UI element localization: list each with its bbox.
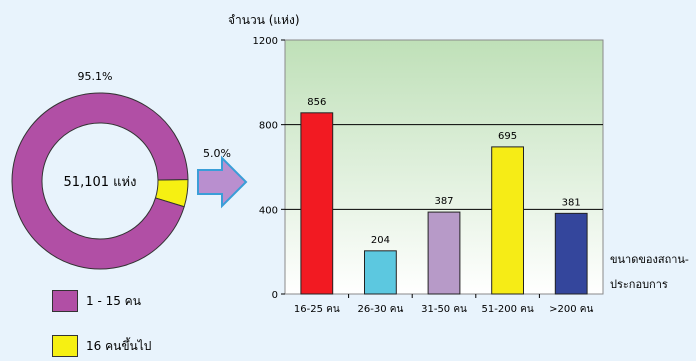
donut-slice-label-small: 5.0%: [203, 147, 231, 160]
bar: [491, 146, 525, 295]
x-tick-label: >200 คน: [549, 304, 593, 315]
legend-label-16-plus: 16 คนขึ้นไป: [86, 338, 152, 353]
legend-item-16-plus: 16 คนขึ้นไป: [52, 335, 151, 357]
y-axis-title: จำนวน (แห่ง): [228, 13, 300, 27]
x-tick-label: 31-50 คน: [421, 304, 467, 315]
legend-label-1-15: 1 - 15 คน: [86, 293, 141, 308]
y-tick-label: 1200: [253, 36, 278, 47]
bar-data-label: 381: [562, 197, 581, 208]
donut-chart: 95.1% 5.0% 51,101 แห่ง: [11, 70, 231, 270]
bars: 856 204 387 695 381: [300, 97, 588, 295]
bar: [427, 211, 461, 295]
x-tick-label: 51-200 คน: [482, 304, 534, 315]
legend-swatch-purple: [52, 290, 78, 312]
bar: [554, 212, 588, 295]
bar-data-label: 204: [371, 235, 390, 246]
donut-slice-label-main: 95.1%: [78, 70, 113, 83]
x-axis-title-line2: ประกอบการ: [610, 278, 668, 291]
y-tick-label: 0: [272, 290, 278, 301]
x-axis-ticks: 16-25 คน 26-30 คน 31-50 คน 51-200 คน >200 คน: [294, 294, 593, 315]
x-tick-label: 16-25 คน: [294, 304, 340, 315]
bar-data-label: 695: [498, 131, 517, 142]
y-tick-label: 800: [259, 121, 278, 132]
gridlines: [285, 124, 603, 210]
bar: [364, 250, 397, 295]
donut-center-label: 51,101 แห่ง: [64, 175, 137, 190]
bar-chart: 0 400 800 1200 856 204 387 695 381 16-25 คน 26-3…: [228, 13, 689, 315]
x-axis-title-line1: ขนาดของสถาน-: [610, 253, 689, 266]
bar-data-label: 387: [434, 196, 453, 207]
legend-swatch-yellow: [52, 335, 78, 357]
x-tick-label: 26-30 คน: [358, 304, 404, 315]
donut-slice: [11, 92, 189, 270]
bar-data-label: 856: [307, 97, 326, 108]
bar: [300, 112, 334, 295]
y-axis-ticks: 0 400 800 1200: [253, 36, 285, 301]
arrow-icon: [197, 155, 248, 209]
legend-item-1-15: 1 - 15 คน: [52, 290, 141, 312]
y-tick-label: 400: [259, 205, 278, 216]
